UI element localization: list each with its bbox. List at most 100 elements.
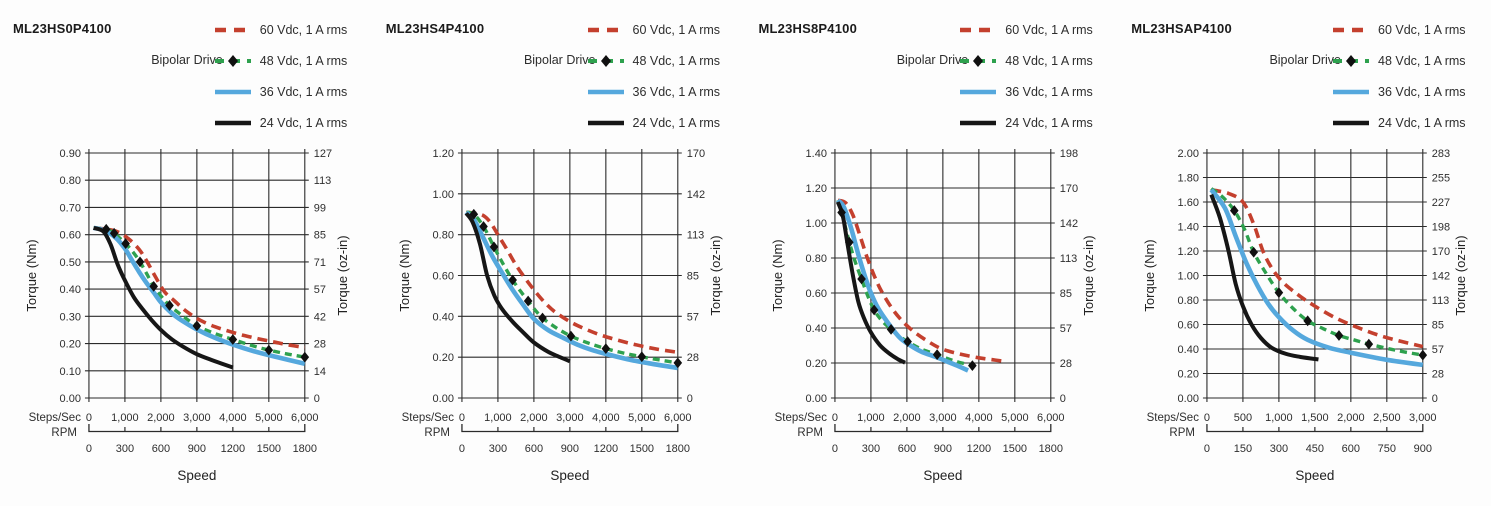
y-left-tick-label: 0.60 — [60, 230, 81, 242]
diamond-marker — [537, 312, 547, 324]
chart-header: ML23HS4P4100 Bipolar Drive 60 Vdc, 1 A r… — [373, 0, 746, 140]
y-right-tick-label: 71 — [314, 257, 326, 269]
diamond-marker — [264, 344, 274, 356]
legend-item-60vdc: 60 Vdc, 1 A rms — [587, 14, 733, 45]
diamond-marker — [469, 208, 478, 220]
legend-label: 36 Vdc, 1 A rms — [259, 84, 348, 99]
rpm-tick-label: 450 — [1306, 443, 1324, 455]
rpm-tick-label: 1200 — [966, 443, 990, 455]
x-axis-title: Speed — [550, 468, 589, 483]
y-right-axis-title: Torque (oz-in) — [708, 235, 723, 315]
y-left-tick-label: 0.30 — [60, 311, 81, 323]
diamond-marker — [637, 351, 646, 363]
legend-marker-48vdc-diamond-line-icon — [214, 54, 252, 68]
steps-tick-label: 0 — [459, 412, 465, 424]
diamond-marker — [844, 236, 854, 248]
y-left-tick-label: 0.60 — [1178, 319, 1199, 331]
legend-label: 24 Vdc, 1 A rms — [259, 115, 348, 130]
rpm-tick-label: 600 — [524, 443, 542, 455]
rpm-tick-label: 600 — [152, 443, 170, 455]
y-right-tick-label: 170 — [1432, 246, 1450, 258]
steps-tick-label: 1,500 — [1301, 412, 1328, 424]
diamond-marker — [192, 320, 202, 332]
torque-speed-plot-svg: 1.40 1.20 1.00 0.80 0.60 0.40 0.20 0.00 198 170 14… — [769, 148, 1095, 483]
y-left-tick-label: 0.80 — [60, 175, 81, 187]
torque-speed-plot-svg: 0.90 0.80 0.70 0.60 0.50 0.40 0.30 0.20 0.10 0.00… — [24, 148, 350, 483]
steps-tick-label: 4,000 — [592, 412, 619, 424]
torque-speed-plot: 1.40 1.20 1.00 0.80 0.60 0.40 0.20 0.00 198 170 14… — [746, 140, 1119, 506]
diamond-marker — [902, 336, 912, 348]
y-left-tick-label: 1.00 — [1178, 270, 1199, 282]
steps-tick-label: 2,000 — [1337, 412, 1364, 424]
steps-tick-label: 1,000 — [857, 412, 884, 424]
diamond-marker — [165, 300, 174, 311]
legend-marker-24vdc-solid-line-icon — [587, 116, 625, 130]
y-right-tick-label: 28 — [687, 352, 699, 364]
legend: 60 Vdc, 1 A rms 48 Vdc, 1 A rms 36 Vdc, … — [959, 14, 1105, 138]
y-right-tick-label: 57 — [1059, 323, 1071, 335]
legend-item-24vdc: 24 Vdc, 1 A rms — [1332, 107, 1478, 138]
drive-type-label: Bipolar Drive — [896, 53, 969, 67]
rpm-tick-label: 0 — [459, 443, 465, 455]
chart-header: ML23HS0P4100 Bipolar Drive 60 Vdc, 1 A r… — [0, 0, 373, 140]
y-right-tick-label: 28 — [314, 339, 326, 351]
steps-tick-label: 1,000 — [484, 412, 511, 424]
y-left-tick-label: 1.00 — [805, 218, 826, 230]
y-right-tick-label: 99 — [314, 202, 326, 214]
diamond-marker — [523, 295, 533, 307]
diamond-marker — [135, 256, 145, 268]
torque-speed-plot-svg: 2.00 1.80 1.60 1.40 1.20 1.00 0.80 0.60 0.40 0.20… — [1142, 148, 1468, 483]
rpm-tick-label: 1500 — [629, 443, 653, 455]
legend-label: 60 Vdc, 1 A rms — [1378, 22, 1466, 37]
y-left-tick-label: 0.60 — [432, 270, 453, 282]
legend-marker-36vdc-solid-line-icon — [1332, 85, 1370, 99]
diamond-marker — [601, 343, 610, 354]
rpm-tick-label: 600 — [1342, 443, 1360, 455]
legend-marker-60vdc-dashed-line-icon — [587, 23, 625, 37]
diamond-marker — [1303, 315, 1313, 327]
y-right-axis-title: Torque (oz-in) — [335, 235, 350, 315]
y-left-axis-title: Torque (Nm) — [1142, 239, 1157, 311]
y-left-tick-label: 1.20 — [432, 148, 453, 160]
diamond-marker — [869, 304, 878, 316]
y-left-tick-label: 1.20 — [1178, 246, 1199, 258]
legend-label: 48 Vdc, 1 A rms — [259, 53, 348, 68]
y-left-tick-label: 0.70 — [60, 202, 81, 214]
x-axis-title: Speed — [923, 468, 962, 483]
y-left-tick-label: 0.80 — [805, 253, 826, 265]
steps-tick-label: 2,000 — [893, 412, 920, 424]
motor-chart-ml23hs0p4100: ML23HS0P4100 Bipolar Drive 60 Vdc, 1 A r… — [0, 0, 373, 506]
rpm-axis-label: RPM — [51, 427, 77, 439]
legend-marker-24vdc-solid-line-icon — [214, 116, 252, 130]
legend: 60 Vdc, 1 A rms 48 Vdc, 1 A rms 36 Vdc, … — [214, 14, 360, 138]
legend-label: 24 Vdc, 1 A rms — [632, 115, 721, 130]
rpm-tick-label: 750 — [1378, 443, 1396, 455]
diamond-marker — [489, 241, 499, 253]
y-left-tick-label: 0.10 — [60, 366, 81, 378]
steps-tick-label: 500 — [1234, 412, 1252, 424]
drive-type-label: Bipolar Drive — [1269, 53, 1341, 67]
y-right-tick-label: 42 — [314, 311, 326, 323]
y-right-tick-label: 198 — [1432, 221, 1450, 233]
y-left-tick-label: 0.60 — [805, 288, 826, 300]
legend-marker-24vdc-solid-line-icon — [959, 116, 997, 130]
steps-tick-label: 5,000 — [628, 412, 655, 424]
legend-marker-48vdc-diamond-line-icon — [587, 54, 625, 68]
rpm-tick-label: 150 — [1234, 443, 1252, 455]
series-curve-48vdc — [1210, 187, 1424, 357]
drive-type-label: Bipolar Drive — [523, 53, 596, 67]
rpm-tick-label: 900 — [560, 443, 578, 455]
y-left-tick-label: 0.00 — [1178, 393, 1199, 405]
steps-tick-label: 2,000 — [520, 412, 547, 424]
steps-tick-label: 6,000 — [1037, 412, 1064, 424]
motor-chart-ml23hs4p4100: ML23HS4P4100 Bipolar Drive 60 Vdc, 1 A r… — [373, 0, 746, 506]
y-left-tick-label: 1.40 — [1178, 221, 1199, 233]
legend-item-48vdc: 48 Vdc, 1 A rms — [587, 45, 733, 76]
y-left-axis-title: Torque (Nm) — [397, 239, 412, 311]
legend-label: 48 Vdc, 1 A rms — [632, 53, 721, 68]
y-left-tick-label: 0.40 — [60, 284, 81, 296]
rpm-tick-label: 0 — [831, 443, 837, 455]
legend-marker-36vdc-solid-line-icon — [959, 85, 997, 99]
y-right-tick-label: 28 — [1432, 368, 1444, 380]
y-right-tick-label: 113 — [687, 230, 705, 242]
